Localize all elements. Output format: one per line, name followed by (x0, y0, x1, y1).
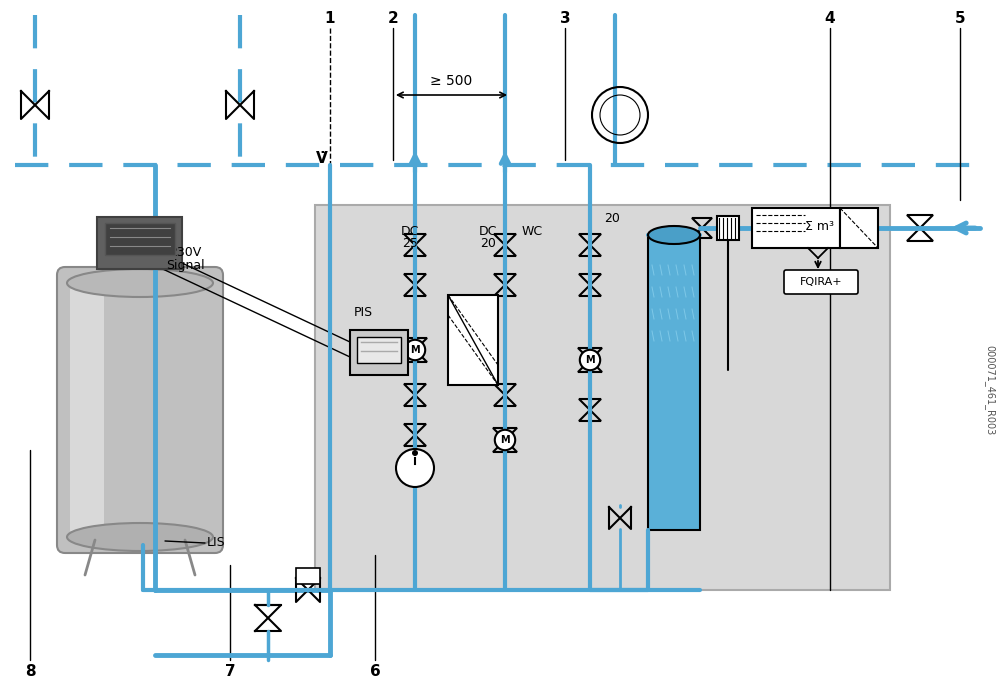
Bar (315, 205, 889, 590)
Bar (840, 208, 878, 248)
Circle shape (411, 450, 417, 456)
Text: 000071_461_R003: 000071_461_R003 (984, 345, 994, 435)
Text: DC: DC (478, 225, 496, 238)
Circle shape (404, 340, 425, 360)
FancyBboxPatch shape (783, 270, 858, 294)
Bar (97, 217, 182, 269)
Text: LIS: LIS (207, 537, 226, 550)
Text: 3: 3 (559, 10, 570, 25)
Bar (350, 330, 407, 375)
Text: ≥ 500: ≥ 500 (429, 74, 471, 88)
Bar (716, 216, 738, 240)
Text: DC: DC (400, 225, 419, 238)
Text: 6: 6 (369, 664, 380, 679)
Text: Σ m³: Σ m³ (804, 220, 833, 232)
Text: 7: 7 (225, 664, 235, 679)
Text: Signal: Signal (165, 258, 204, 271)
FancyBboxPatch shape (57, 267, 223, 553)
Text: 2: 2 (387, 10, 398, 25)
Text: 1: 1 (324, 10, 335, 25)
Text: 230V: 230V (169, 245, 201, 258)
Text: 8: 8 (25, 664, 35, 679)
Text: 5: 5 (954, 10, 964, 25)
Text: 20: 20 (604, 212, 619, 225)
Circle shape (395, 449, 433, 487)
Ellipse shape (67, 269, 213, 297)
Text: 20: 20 (479, 236, 495, 249)
Text: M: M (499, 435, 510, 445)
Text: M: M (585, 355, 594, 365)
Text: 4: 4 (823, 10, 834, 25)
Text: 25: 25 (401, 236, 417, 249)
Bar (447, 295, 497, 385)
Bar (647, 235, 699, 530)
Circle shape (579, 350, 600, 370)
Bar (357, 337, 400, 363)
Bar (751, 208, 840, 248)
FancyBboxPatch shape (70, 287, 104, 533)
Circle shape (494, 430, 515, 450)
Bar (105, 223, 175, 255)
Bar (296, 568, 320, 584)
Text: V̇: V̇ (316, 150, 328, 165)
Text: M: M (410, 345, 419, 355)
Text: PIS: PIS (353, 305, 373, 318)
Text: FQIRA+: FQIRA+ (799, 277, 842, 287)
Ellipse shape (647, 226, 699, 244)
Ellipse shape (67, 523, 213, 551)
Text: WC: WC (521, 225, 542, 238)
